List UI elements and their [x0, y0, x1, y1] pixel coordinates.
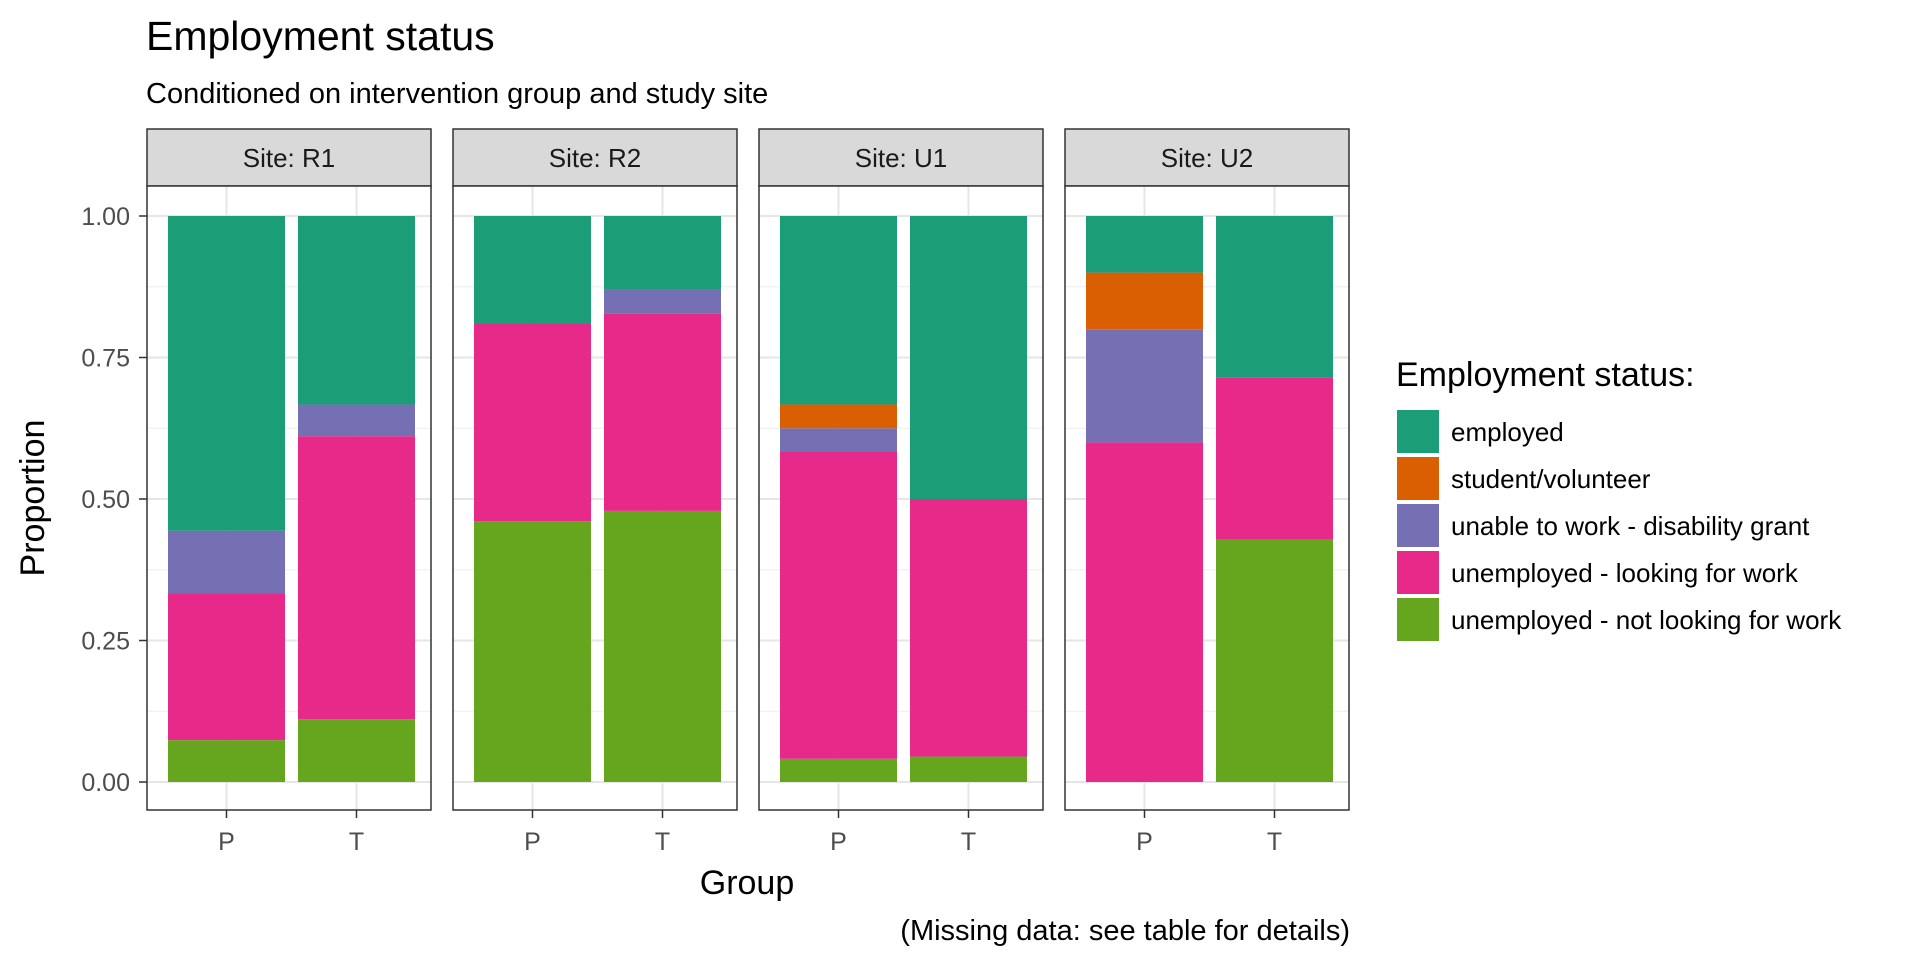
x-tick-label: P — [830, 828, 847, 856]
x-tick-label: T — [1267, 828, 1282, 856]
y-axis-title: Proportion — [14, 420, 52, 577]
x-tick-label: T — [349, 828, 364, 856]
bar-segment-employed — [298, 216, 415, 405]
bar-segment-unemployed-not-looking-for-work — [298, 719, 415, 782]
facet-panels: Site: R1 Site: R2 Site: U1 Site: U2 — [146, 128, 1350, 811]
panel-border — [758, 185, 1044, 811]
legend-swatch — [1397, 504, 1439, 547]
bar-segment-unemployed-not-looking-for-work — [474, 521, 591, 782]
chart-subtitle: Conditioned on intervention group and st… — [146, 78, 768, 110]
bar-segment-unemployed-not-looking-for-work — [1216, 539, 1333, 782]
facet-panel-2: Site: R2 — [452, 128, 738, 811]
bar-segment-employed — [910, 216, 1027, 499]
x-tick-label: P — [218, 828, 235, 856]
legend-swatch — [1397, 410, 1439, 453]
bar-segment-unable-to-work-disability-grant — [780, 428, 897, 453]
facet-strip — [146, 128, 432, 187]
y-tick-label: 0.25 — [81, 628, 130, 656]
facet-strip-label: Site: R1 — [243, 143, 336, 173]
bar-segment-unable-to-work-disability-grant — [298, 404, 415, 437]
bar-segment-employed — [780, 216, 897, 405]
facet-strip-label: Site: U2 — [1161, 143, 1254, 173]
panel-border — [452, 185, 738, 811]
bar-segment-student-volunteer — [1086, 272, 1203, 330]
legend-swatch — [1397, 551, 1439, 594]
bar-segment-unable-to-work-disability-grant — [1086, 329, 1203, 443]
bar-segment-unemployed-looking-for-work — [1086, 442, 1203, 782]
facet-strip-label: Site: U1 — [855, 143, 948, 173]
chart-caption: (Missing data: see table for details) — [900, 915, 1350, 947]
x-tick-label: P — [1136, 828, 1153, 856]
y-tick-label: 0.00 — [81, 769, 130, 797]
bar-segment-employed — [604, 216, 721, 290]
bar-segment-unemployed-looking-for-work — [780, 452, 897, 759]
facet-strip — [452, 128, 738, 187]
facet-panel-3: Site: U1 — [758, 128, 1044, 811]
facet-strip — [758, 128, 1044, 187]
bar-segment-unable-to-work-disability-grant — [168, 530, 285, 594]
y-tick-label: 0.50 — [81, 486, 130, 514]
x-tick-label: P — [524, 828, 541, 856]
panel-border — [1064, 185, 1350, 811]
bar-segment-employed — [1086, 216, 1203, 273]
facet-panel-1: Site: R1 — [146, 128, 432, 811]
bar-segment-employed — [1216, 216, 1333, 378]
bar-segment-unemployed-looking-for-work — [604, 313, 721, 511]
bar-segment-unemployed-looking-for-work — [910, 499, 1027, 757]
bar-segment-unemployed-not-looking-for-work — [168, 740, 285, 782]
legend-swatch — [1397, 457, 1439, 500]
bar-segment-unemployed-not-looking-for-work — [780, 758, 897, 782]
legend-label: unable to work - disability grant — [1451, 511, 1810, 541]
bar-segment-student-volunteer — [780, 404, 897, 429]
legend-label: employed — [1451, 417, 1564, 447]
bar-segment-unemployed-not-looking-for-work — [604, 510, 721, 782]
x-axis-title: Group — [700, 864, 795, 902]
bar-segment-unemployed-looking-for-work — [474, 323, 591, 522]
bar-segment-employed — [168, 216, 285, 531]
legend-title: Employment status: — [1396, 356, 1695, 394]
y-tick-label: 0.75 — [81, 345, 130, 373]
legend-label: unemployed - looking for work — [1451, 558, 1799, 588]
x-tick-label: T — [655, 828, 670, 856]
x-tick-label: T — [961, 828, 976, 856]
legend-swatch — [1397, 598, 1439, 641]
bar-segment-unemployed-looking-for-work — [168, 593, 285, 741]
legend-label: unemployed - not looking for work — [1451, 605, 1842, 635]
facet-strip-label: Site: R2 — [549, 143, 642, 173]
facet-strip — [1064, 128, 1350, 187]
bar-segment-employed — [474, 216, 591, 324]
chart-title: Employment status — [146, 13, 495, 59]
legend-label: student/volunteer — [1451, 464, 1651, 494]
facet-panel-4: Site: U2 — [1064, 128, 1350, 811]
panel-border — [146, 185, 432, 811]
bar-segment-unable-to-work-disability-grant — [604, 289, 721, 314]
y-axis: 0.00 0.25 0.50 0.75 1.00 — [81, 203, 147, 797]
legend: Employment status: employed student/volun… — [1396, 356, 1842, 641]
bar-segment-unemployed-looking-for-work — [1216, 377, 1333, 540]
y-tick-label: 1.00 — [81, 203, 130, 231]
bar-segment-unemployed-not-looking-for-work — [910, 756, 1027, 782]
bar-segment-unemployed-looking-for-work — [298, 436, 415, 720]
